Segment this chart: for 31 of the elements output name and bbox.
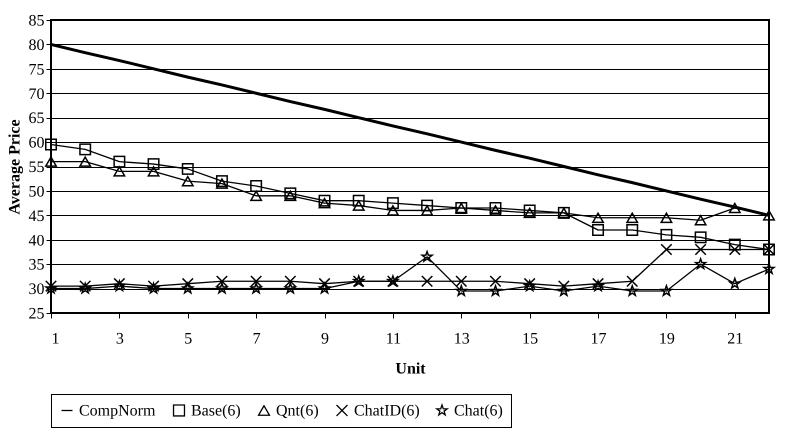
x-tick-label: 5 xyxy=(184,330,192,348)
legend-label: Chat(6) xyxy=(454,402,503,420)
x-tick-label: 1 xyxy=(52,330,60,348)
y-tick-label: 65 xyxy=(28,110,44,128)
x-tick-label: 11 xyxy=(386,330,402,348)
y-tick-label: 30 xyxy=(28,281,44,298)
y-tick-label: 70 xyxy=(28,86,44,103)
x-axis-title: Unit xyxy=(395,360,426,378)
x-tick-label: 21 xyxy=(727,330,744,348)
x-tick-label: 3 xyxy=(116,330,124,348)
y-tick-label: 35 xyxy=(28,256,44,274)
y-tick-label: 45 xyxy=(28,208,44,225)
x-tick-label: 17 xyxy=(590,330,607,348)
y-tick-label: 25 xyxy=(28,306,44,322)
x-tick-label: 9 xyxy=(321,330,330,348)
y-tick-label: 80 xyxy=(28,36,44,54)
legend-label: ChatID(6) xyxy=(354,402,420,420)
y-tick-label: 40 xyxy=(28,232,44,250)
y-axis-title: Average Price xyxy=(6,119,24,215)
x-tick-label: 7 xyxy=(252,330,261,348)
y-tick-label: 50 xyxy=(28,183,44,200)
y-tick-label: 85 xyxy=(28,12,44,30)
legend-label: Base(6) xyxy=(191,402,241,420)
legend-label: CompNorm xyxy=(79,402,156,420)
x-tick-label: 15 xyxy=(522,330,538,348)
x-tick-label: 13 xyxy=(454,330,470,348)
legend-label: Qnt(6) xyxy=(276,402,319,420)
x-tick-label: 19 xyxy=(658,330,675,348)
y-tick-label: 75 xyxy=(28,61,44,78)
y-tick-label: 60 xyxy=(28,134,44,152)
y-tick-label: 55 xyxy=(28,159,44,176)
